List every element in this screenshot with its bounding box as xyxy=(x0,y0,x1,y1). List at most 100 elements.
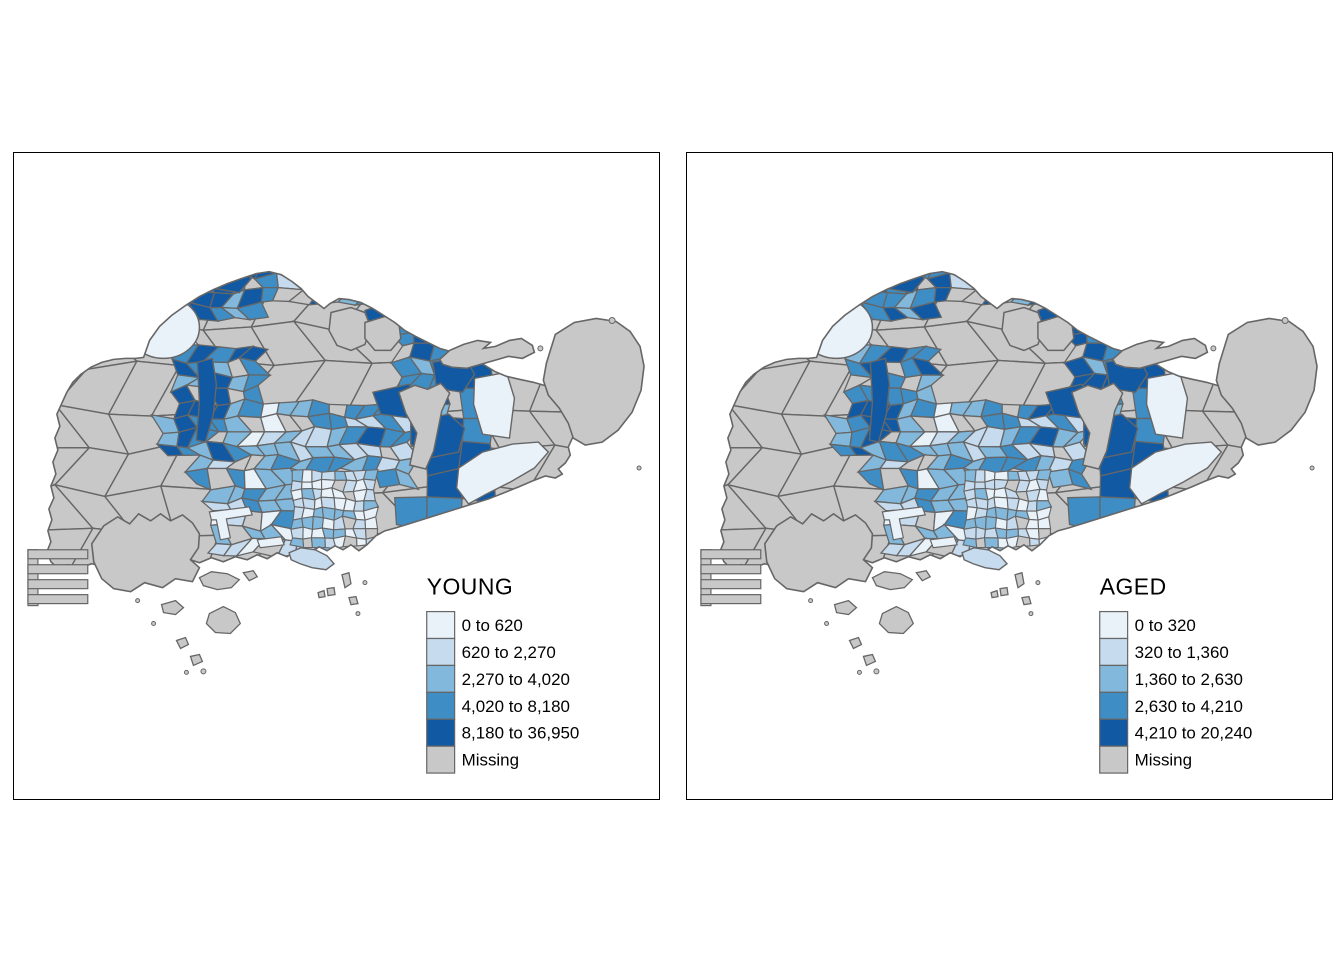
islet xyxy=(355,611,361,617)
aged-map-panel: AGED 0 to 320 320 to 1,360 1,360 to 2,630 2,… xyxy=(686,152,1333,800)
subzone xyxy=(185,271,218,281)
parcel-missing xyxy=(1296,239,1332,289)
subzone xyxy=(310,272,338,295)
tuas-pier xyxy=(700,594,762,605)
subzone xyxy=(240,250,262,265)
parcel-missing xyxy=(582,532,651,566)
subzone xyxy=(878,271,911,281)
subzone xyxy=(1048,287,1081,304)
subzone xyxy=(964,271,989,282)
subzone xyxy=(408,290,442,308)
parcel-missing xyxy=(1256,449,1321,497)
subzone xyxy=(1096,317,1128,338)
legend-label: 2,270 to 4,020 xyxy=(462,670,570,689)
subzone xyxy=(983,272,1011,295)
parcel-missing xyxy=(46,326,88,371)
dark-strip-subzone xyxy=(195,357,218,443)
city-subzone xyxy=(983,537,999,549)
city-subzone xyxy=(352,500,365,512)
subzone xyxy=(206,245,236,264)
subzone xyxy=(999,271,1027,278)
islet xyxy=(200,668,207,675)
subzone xyxy=(225,271,254,276)
islet xyxy=(362,580,368,586)
southern-island xyxy=(833,599,858,616)
coastline xyxy=(46,270,582,570)
subzone xyxy=(999,273,1022,295)
parcel-missing xyxy=(624,565,659,621)
legend-swatch xyxy=(426,610,456,640)
legend: AGED 0 to 320 320 to 1,360 1,360 to 2,630 2,… xyxy=(1099,574,1252,774)
tuas-pier xyxy=(700,549,762,560)
subzone xyxy=(908,301,943,321)
parcel-missing xyxy=(719,326,761,371)
parcel-missing xyxy=(1194,529,1254,568)
legend-swatch xyxy=(426,691,456,720)
seletar-region xyxy=(328,306,372,352)
parcel-missing xyxy=(623,444,659,485)
city-subzone xyxy=(974,469,986,483)
parcel-missing xyxy=(1063,278,1138,333)
subzone xyxy=(892,246,925,265)
islet xyxy=(636,465,642,471)
parcel-missing xyxy=(428,531,501,569)
southern-island xyxy=(848,636,863,650)
legend-swatch xyxy=(1099,691,1129,720)
subzone xyxy=(426,496,463,533)
parcel-missing xyxy=(1256,485,1324,538)
parcel-missing xyxy=(623,483,659,538)
legend-label: 8,180 to 36,950 xyxy=(462,724,580,743)
parcel-missing xyxy=(719,567,766,569)
southern-island xyxy=(990,589,999,599)
legend-swatch xyxy=(1099,610,1129,640)
legend-swatch xyxy=(426,718,456,747)
subzone xyxy=(1095,306,1128,320)
tuas-pier xyxy=(27,549,89,560)
subzone xyxy=(858,271,891,281)
islet xyxy=(824,621,830,627)
reservoir-subzone xyxy=(126,295,201,360)
city-subzone xyxy=(302,537,314,549)
southern-island xyxy=(326,586,336,597)
subzone xyxy=(879,245,909,264)
legend-swatch xyxy=(1099,664,1129,693)
islet xyxy=(1309,465,1315,471)
city-subzone xyxy=(320,470,336,481)
legend: YOUNG 0 to 620 620 to 2,270 2,270 to 4,020 4… xyxy=(426,574,580,774)
subzone xyxy=(235,301,270,321)
pulau-ubin xyxy=(438,337,536,370)
young-map-panel: YOUNG 0 to 620 620 to 2,270 2,270 to 4,020 4… xyxy=(13,152,660,800)
parcel-missing xyxy=(623,239,659,289)
subzone xyxy=(422,287,450,309)
subzone xyxy=(857,275,889,294)
southern-island xyxy=(871,571,914,591)
city-subzone xyxy=(290,526,304,540)
parcel-missing xyxy=(492,271,554,284)
parcel-missing xyxy=(438,279,508,333)
subzone xyxy=(310,271,334,276)
tuas-pier xyxy=(700,564,762,575)
city-subzone xyxy=(1035,468,1052,481)
parcel-missing xyxy=(521,564,581,569)
parcel-missing xyxy=(1021,570,1084,617)
city-subzone xyxy=(362,468,379,481)
parcel-missing xyxy=(1296,444,1332,485)
parcel-missing xyxy=(966,271,1045,295)
parcel-missing xyxy=(254,571,318,617)
subzone xyxy=(304,250,332,267)
tuas-pier xyxy=(27,594,89,605)
subzone xyxy=(336,288,371,306)
islet xyxy=(135,598,141,604)
subzone xyxy=(219,246,252,265)
parcel-missing xyxy=(735,283,804,333)
parcel-missing xyxy=(1069,533,1144,569)
parcel-missing xyxy=(1297,565,1332,621)
subzone xyxy=(394,467,420,491)
parcel-missing xyxy=(391,271,465,282)
city-subzone xyxy=(301,469,313,483)
parcel-missing xyxy=(56,271,131,289)
seletar-region xyxy=(1001,306,1045,352)
city-subzone xyxy=(964,469,977,483)
parcel-missing xyxy=(390,278,465,333)
